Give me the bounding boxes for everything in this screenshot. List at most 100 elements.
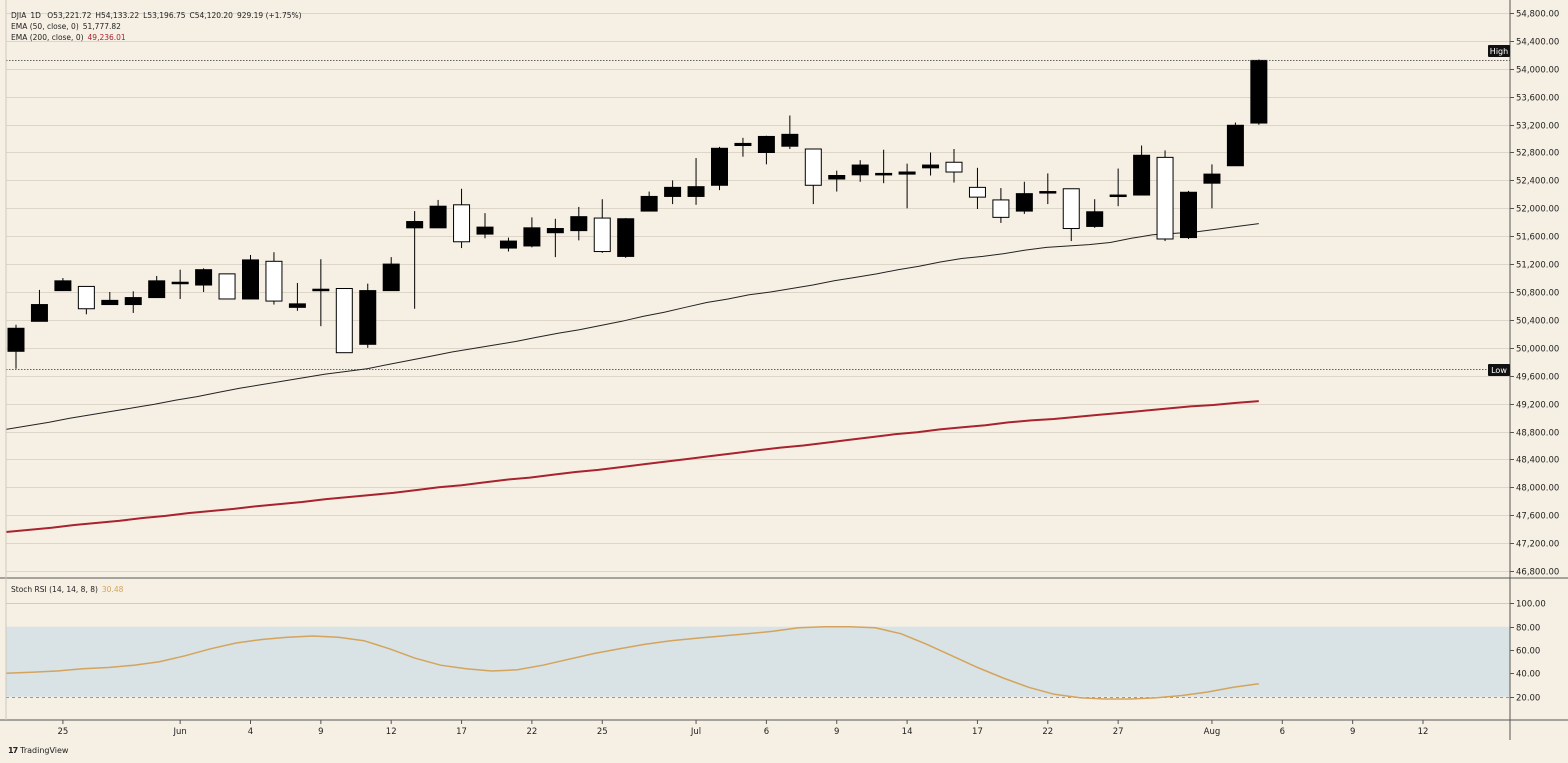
candle[interactable] (804, 148, 822, 205)
ema200-legend[interactable]: EMA (200, close, 0) 49,236.01 (11, 33, 130, 42)
symbol-interval: 1D (30, 11, 41, 20)
high-low-lines (6, 60, 1510, 370)
candle[interactable] (922, 152, 940, 176)
candle[interactable] (30, 289, 48, 322)
candle-body (30, 304, 48, 322)
candle-body (734, 142, 752, 147)
candle[interactable] (968, 167, 986, 209)
candle[interactable] (195, 268, 213, 292)
ema50-legend[interactable]: EMA (50, close, 0) 51,777.82 (11, 22, 125, 31)
candle[interactable] (617, 218, 635, 258)
candle[interactable] (1226, 122, 1244, 167)
candle[interactable] (1039, 173, 1057, 205)
candle-body (195, 269, 213, 286)
stoch-tick-label: 60.00 (1516, 647, 1540, 657)
candle[interactable] (77, 285, 95, 315)
candle[interactable] (734, 137, 752, 157)
candle[interactable] (288, 282, 306, 311)
ema200-label: EMA (200, close, 0) (11, 33, 84, 42)
candle[interactable] (218, 273, 236, 300)
candle-body (1250, 59, 1268, 124)
candlesticks[interactable] (7, 59, 1268, 369)
tradingview-logo[interactable]: 17 TradingView (8, 746, 68, 755)
candle-body (804, 148, 822, 186)
candle[interactable] (992, 188, 1010, 223)
candle-body (968, 186, 986, 198)
candle[interactable] (898, 163, 916, 209)
high-low-markers: High Low (1488, 45, 1510, 376)
candle[interactable] (171, 269, 189, 299)
time-tick-label: 25 (597, 727, 608, 737)
time-tick-label: 25 (57, 727, 68, 737)
candle[interactable] (335, 288, 353, 354)
candle[interactable] (476, 213, 494, 239)
price-tick-label: 49,600.00 (1516, 373, 1559, 383)
price-tick-label: 46,800.00 (1516, 568, 1559, 578)
candle[interactable] (875, 149, 893, 184)
candle[interactable] (828, 170, 846, 192)
stoch-legend[interactable]: Stoch RSI (14, 14, 8, 8) 30.48 (11, 585, 127, 594)
candle[interactable] (1203, 164, 1221, 209)
candle[interactable] (1250, 59, 1268, 125)
ema50-line (5, 223, 1259, 430)
low-marker-label: Low (1491, 366, 1507, 375)
candle[interactable] (124, 291, 142, 313)
time-tick-label: 12 (1418, 727, 1429, 737)
candle-body (593, 217, 611, 253)
candle[interactable] (1133, 145, 1151, 196)
candle[interactable] (570, 206, 588, 241)
candle[interactable] (499, 237, 517, 252)
time-tick-label: 9 (1350, 727, 1355, 737)
candle[interactable] (851, 160, 869, 182)
time-axis-labels: 25 Jun 4 9 12 17 22 25 Jul 6 9 14 17 22 27 Aug 6 9 12 (57, 727, 1428, 737)
ohlc-change: 929.19 (+1.75%) (236, 11, 302, 20)
candle[interactable] (1062, 188, 1080, 242)
price-tick-label: 52,400.00 (1516, 177, 1559, 187)
candle[interactable] (429, 199, 447, 229)
candle[interactable] (101, 292, 119, 306)
price-axis-labels: 54,800.00 54,400.00 54,000.00 53,600.00 53,2… (1516, 10, 1559, 704)
candle[interactable] (711, 146, 728, 191)
candle[interactable] (781, 115, 799, 149)
price-tick-label: 48,800.00 (1516, 429, 1559, 439)
price-tick-label: 47,600.00 (1516, 512, 1559, 522)
candle[interactable] (1086, 199, 1104, 228)
candle-body (335, 288, 353, 354)
candle-body (711, 147, 728, 186)
candle[interactable] (1109, 168, 1127, 207)
candle[interactable] (7, 324, 25, 369)
candle[interactable] (687, 158, 705, 205)
candle[interactable] (265, 252, 283, 305)
candle[interactable] (406, 211, 424, 309)
candle[interactable] (593, 199, 611, 253)
candle[interactable] (945, 149, 963, 183)
candle[interactable] (640, 191, 658, 212)
candle[interactable] (664, 180, 682, 205)
candle[interactable] (453, 188, 471, 249)
candle[interactable] (757, 135, 775, 165)
candle[interactable] (546, 218, 564, 258)
candle[interactable] (242, 255, 259, 300)
candle[interactable] (148, 275, 166, 299)
stoch-tick-label: 40.00 (1516, 670, 1540, 680)
stoch-value: 30.48 (101, 585, 124, 594)
symbol-ohlc-legend[interactable]: DJIA 1D O53,221.72 H54,133.22 L53,196.75 C54… (11, 11, 306, 20)
candle[interactable] (1156, 150, 1174, 242)
candle[interactable] (312, 259, 330, 327)
candle-body (359, 290, 377, 345)
low-marker-badge (1488, 364, 1510, 376)
candle[interactable] (382, 257, 400, 292)
candle[interactable] (54, 278, 72, 292)
price-tick-label: 51,600.00 (1516, 233, 1559, 243)
candle-body (382, 263, 400, 292)
candle[interactable] (523, 217, 541, 248)
candle-body (124, 297, 142, 306)
high-marker-badge (1488, 45, 1510, 57)
time-tick-label: Jun (173, 727, 187, 737)
candle[interactable] (1180, 190, 1197, 239)
candle[interactable] (1015, 181, 1033, 214)
time-tick-label: 12 (386, 727, 397, 737)
candle-body (992, 199, 1010, 218)
price-tick-label: 49,200.00 (1516, 401, 1559, 411)
candle[interactable] (359, 283, 377, 348)
